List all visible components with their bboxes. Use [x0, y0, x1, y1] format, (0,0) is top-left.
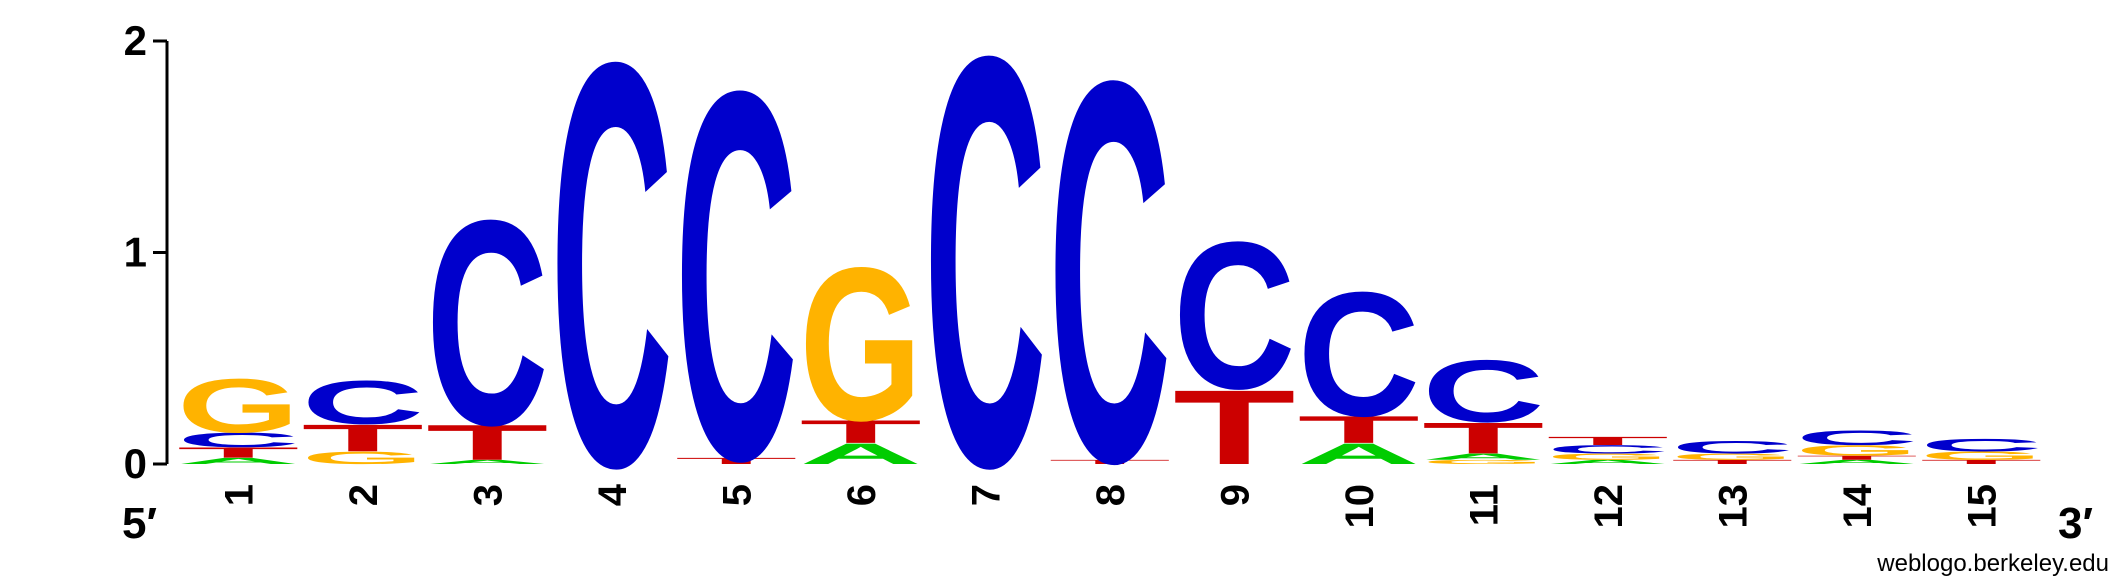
logo-letter-G: G [302, 448, 424, 468]
logo-letter-A: A [177, 456, 300, 466]
x-tick-label: 3 [466, 484, 510, 506]
y-tick-label: 2 [124, 17, 147, 64]
y-tick-label: 1 [124, 229, 147, 276]
x-tick-label: 5 [715, 484, 759, 506]
logo-letter-T: T [1298, 408, 1420, 451]
logo-letter-C: C [177, 428, 300, 451]
logo-column-7: C [924, 0, 1047, 588]
x-tick-label: 13 [1711, 484, 1755, 529]
x-tick-label: 1 [217, 484, 261, 506]
x-tick-label: 14 [1836, 483, 1880, 528]
logo-letter-T: T [1049, 459, 1171, 466]
logo-letter-G: G [1671, 452, 1793, 462]
logo-letter-C: C [1298, 255, 1421, 453]
logo-column-13: TGC [1671, 437, 1794, 465]
logo-letter-T: T [1173, 369, 1295, 488]
logo-letter-C: C [551, 0, 674, 586]
logo-letter-G: G [1422, 459, 1544, 466]
logo-letter-A: A [1298, 437, 1421, 470]
logo-column-3: ATC [426, 160, 549, 487]
credit-text: weblogo.berkeley.edu [1877, 550, 2109, 577]
logo-letter-T: T [1796, 454, 1918, 461]
logo-letter-C: C [1671, 437, 1794, 457]
logo-letter-A: A [1422, 452, 1545, 462]
y-tick-label: 0 [124, 440, 147, 487]
logo-letter-T: T [1671, 459, 1793, 466]
logo-letter-T: T [1422, 413, 1544, 462]
logo-letter-T: T [675, 456, 797, 466]
logo-column-6: ATG [800, 223, 923, 470]
logo-letter-C: C [1547, 443, 1670, 456]
logo-letter-T: T [177, 444, 299, 461]
x-tick-label: 12 [1587, 484, 1631, 529]
x-axis-labels: 5′ 3′1 2 3 4 5 6 7 8 9 10 11 12 13 14 15 [122, 483, 2093, 548]
logo-letter-T: T [426, 414, 548, 470]
logo-letter-A: A [1796, 459, 1919, 466]
logo-letter-C: C [1049, 0, 1172, 576]
logo-column-10: ATC [1298, 255, 1421, 470]
logo-letter-G: G [177, 363, 299, 449]
logo-letter-G: G [1920, 449, 2042, 462]
logo-letter-C: C [1796, 426, 1919, 449]
three-prime-label: 3′ [2058, 499, 2093, 548]
logo-letter-G: G [1547, 452, 1669, 462]
logo-letter-C: C [1173, 199, 1296, 433]
logo-letter-T: T [1920, 459, 2042, 466]
logo-column-2: GTC [302, 368, 425, 468]
logo-letter-T: T [302, 416, 424, 459]
logo-letter-G: G [800, 223, 922, 466]
logo-letter-C: C [924, 0, 1047, 588]
logo-letter-G: G [1796, 442, 1918, 459]
x-tick-label: 15 [1960, 484, 2004, 529]
logo-letter-C: C [1920, 435, 2043, 455]
logo-column-9: TC [1173, 199, 1296, 487]
logo-letter-T: T [800, 414, 922, 450]
x-tick-label: 10 [1338, 484, 1382, 529]
logo-letter-C: C [302, 368, 425, 437]
y-axis: 0 1 2 [124, 17, 169, 487]
logo-letter-A: A [800, 437, 923, 470]
logo-column-4: C [551, 0, 674, 586]
x-tick-label: 8 [1089, 484, 1133, 506]
logo-letter-C: C [675, 0, 798, 569]
logo-column-5: TC [675, 0, 798, 569]
x-tick-label: 7 [964, 484, 1008, 506]
x-tick-label: 6 [840, 484, 884, 506]
logo-letter-A: A [426, 459, 549, 466]
x-tick-label: 9 [1213, 484, 1257, 506]
x-tick-label: 4 [591, 483, 635, 506]
logo-letter-C: C [426, 160, 549, 487]
five-prime-label: 5′ [122, 499, 157, 548]
logo-letter-T: T [1547, 434, 1669, 447]
logo-column-15: TGC [1920, 435, 2043, 465]
logo-letter-C: C [1422, 341, 1545, 441]
logo-letter-A: A [1547, 459, 1670, 466]
logo-column-8: TC [1049, 0, 1172, 576]
x-tick-label: 2 [342, 484, 386, 506]
x-tick-label: 11 [1462, 484, 1506, 526]
